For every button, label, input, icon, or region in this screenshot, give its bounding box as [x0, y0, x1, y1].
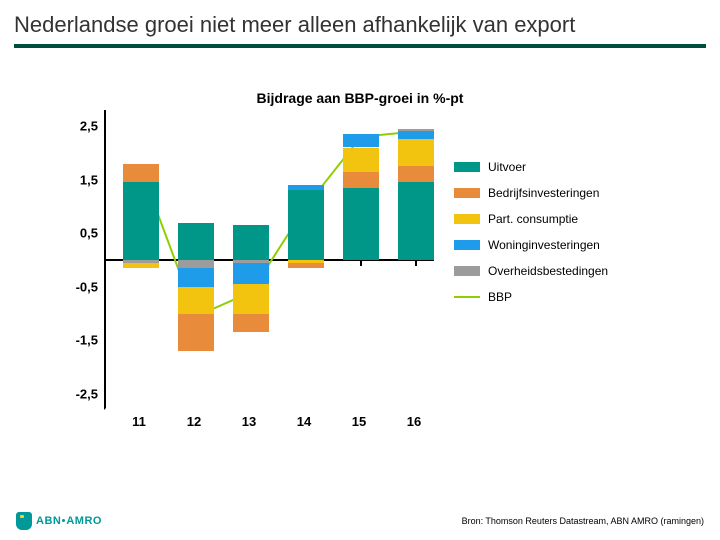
bar-segment [398, 182, 434, 260]
bar-segment [178, 287, 214, 314]
legend-item: Bedrijfsinvesteringen [454, 186, 634, 200]
chart: Bijdrage aan BBP-groei in %-pt 2,5 1,5 0,5… [60, 90, 660, 450]
bar-segment [178, 223, 214, 261]
x-tick-label: 11 [132, 414, 146, 429]
bar-segment [123, 164, 159, 183]
bar-segment [398, 139, 434, 166]
bar-segment [123, 182, 159, 260]
x-axis-labels: 11 12 13 14 15 16 [104, 410, 434, 430]
x-tick [360, 260, 362, 266]
bar-segment [343, 188, 379, 260]
y-axis: 2,5 1,5 0,5 -0,5 -1,5 -2,5 [60, 110, 104, 410]
y-tick-label: -0,5 [76, 279, 98, 294]
bar-segment [233, 314, 269, 333]
bar-segment [398, 131, 434, 139]
page-title: Nederlandse groei niet meer alleen afhan… [14, 12, 706, 38]
legend-item: BBP [454, 290, 634, 304]
title-underline [14, 44, 706, 48]
plot-wrap: 2,5 1,5 0,5 -0,5 -1,5 -2,5 Uitvoer Bedrijfsinv… [60, 110, 660, 410]
bar-segment [123, 263, 159, 268]
title-bar: Nederlandse groei niet meer alleen afhan… [14, 12, 706, 48]
legend-line-icon [454, 296, 480, 298]
bar-segment [233, 225, 269, 260]
bar-segment [288, 190, 324, 260]
logo-shield-icon [16, 512, 32, 530]
plot-area [104, 110, 434, 410]
abn-amro-logo: ABN AMRO [16, 512, 102, 530]
legend-swatch-icon [454, 240, 480, 250]
legend-label: Bedrijfsinvesteringen [488, 186, 599, 200]
x-tick [415, 260, 417, 266]
x-tick-label: 13 [242, 414, 256, 429]
logo-dot-icon [62, 519, 65, 522]
legend-swatch-icon [454, 162, 480, 172]
bar-segment [343, 134, 379, 147]
legend-swatch-icon [454, 214, 480, 224]
chart-title: Bijdrage aan BBP-groei in %-pt [60, 90, 660, 106]
bar-segment [233, 284, 269, 313]
bar-segment [178, 268, 214, 287]
legend-label: BBP [488, 290, 512, 304]
y-tick-label: 1,5 [80, 172, 98, 187]
x-tick-label: 12 [187, 414, 201, 429]
legend-swatch-icon [454, 266, 480, 276]
x-tick-label: 16 [407, 414, 421, 429]
y-tick-label: 0,5 [80, 226, 98, 241]
logo-text-a: ABN [36, 515, 61, 527]
legend-swatch-icon [454, 188, 480, 198]
x-tick-label: 15 [352, 414, 366, 429]
bar-segment [343, 148, 379, 172]
bar-segment [288, 185, 324, 190]
legend-label: Uitvoer [488, 160, 526, 174]
bar-segment [233, 263, 269, 284]
bar-segment [178, 314, 214, 352]
legend-item: Woninginvesteringen [454, 238, 634, 252]
legend-label: Overheidsbestedingen [488, 264, 608, 278]
bar-segment [398, 129, 434, 132]
logo-text: ABN AMRO [36, 515, 102, 527]
slide: Nederlandse groei niet meer alleen afhan… [0, 0, 720, 540]
y-tick-label: -1,5 [76, 333, 98, 348]
legend-item: Uitvoer [454, 160, 634, 174]
legend-label: Part. consumptie [488, 212, 578, 226]
y-tick-label: 2,5 [80, 119, 98, 134]
y-tick-label: -2,5 [76, 386, 98, 401]
bar-segment [178, 260, 214, 268]
bar-segment [398, 166, 434, 182]
legend-item: Overheidsbestedingen [454, 264, 634, 278]
logo-text-b: AMRO [66, 515, 102, 527]
legend: Uitvoer Bedrijfsinvesteringen Part. consum… [434, 110, 634, 410]
source-citation: Bron: Thomson Reuters Datastream, ABN AM… [462, 516, 704, 526]
legend-item: Part. consumptie [454, 212, 634, 226]
x-tick-label: 14 [297, 414, 311, 429]
bar-segment [288, 263, 324, 268]
bar-segment [343, 172, 379, 188]
legend-label: Woninginvesteringen [488, 238, 600, 252]
